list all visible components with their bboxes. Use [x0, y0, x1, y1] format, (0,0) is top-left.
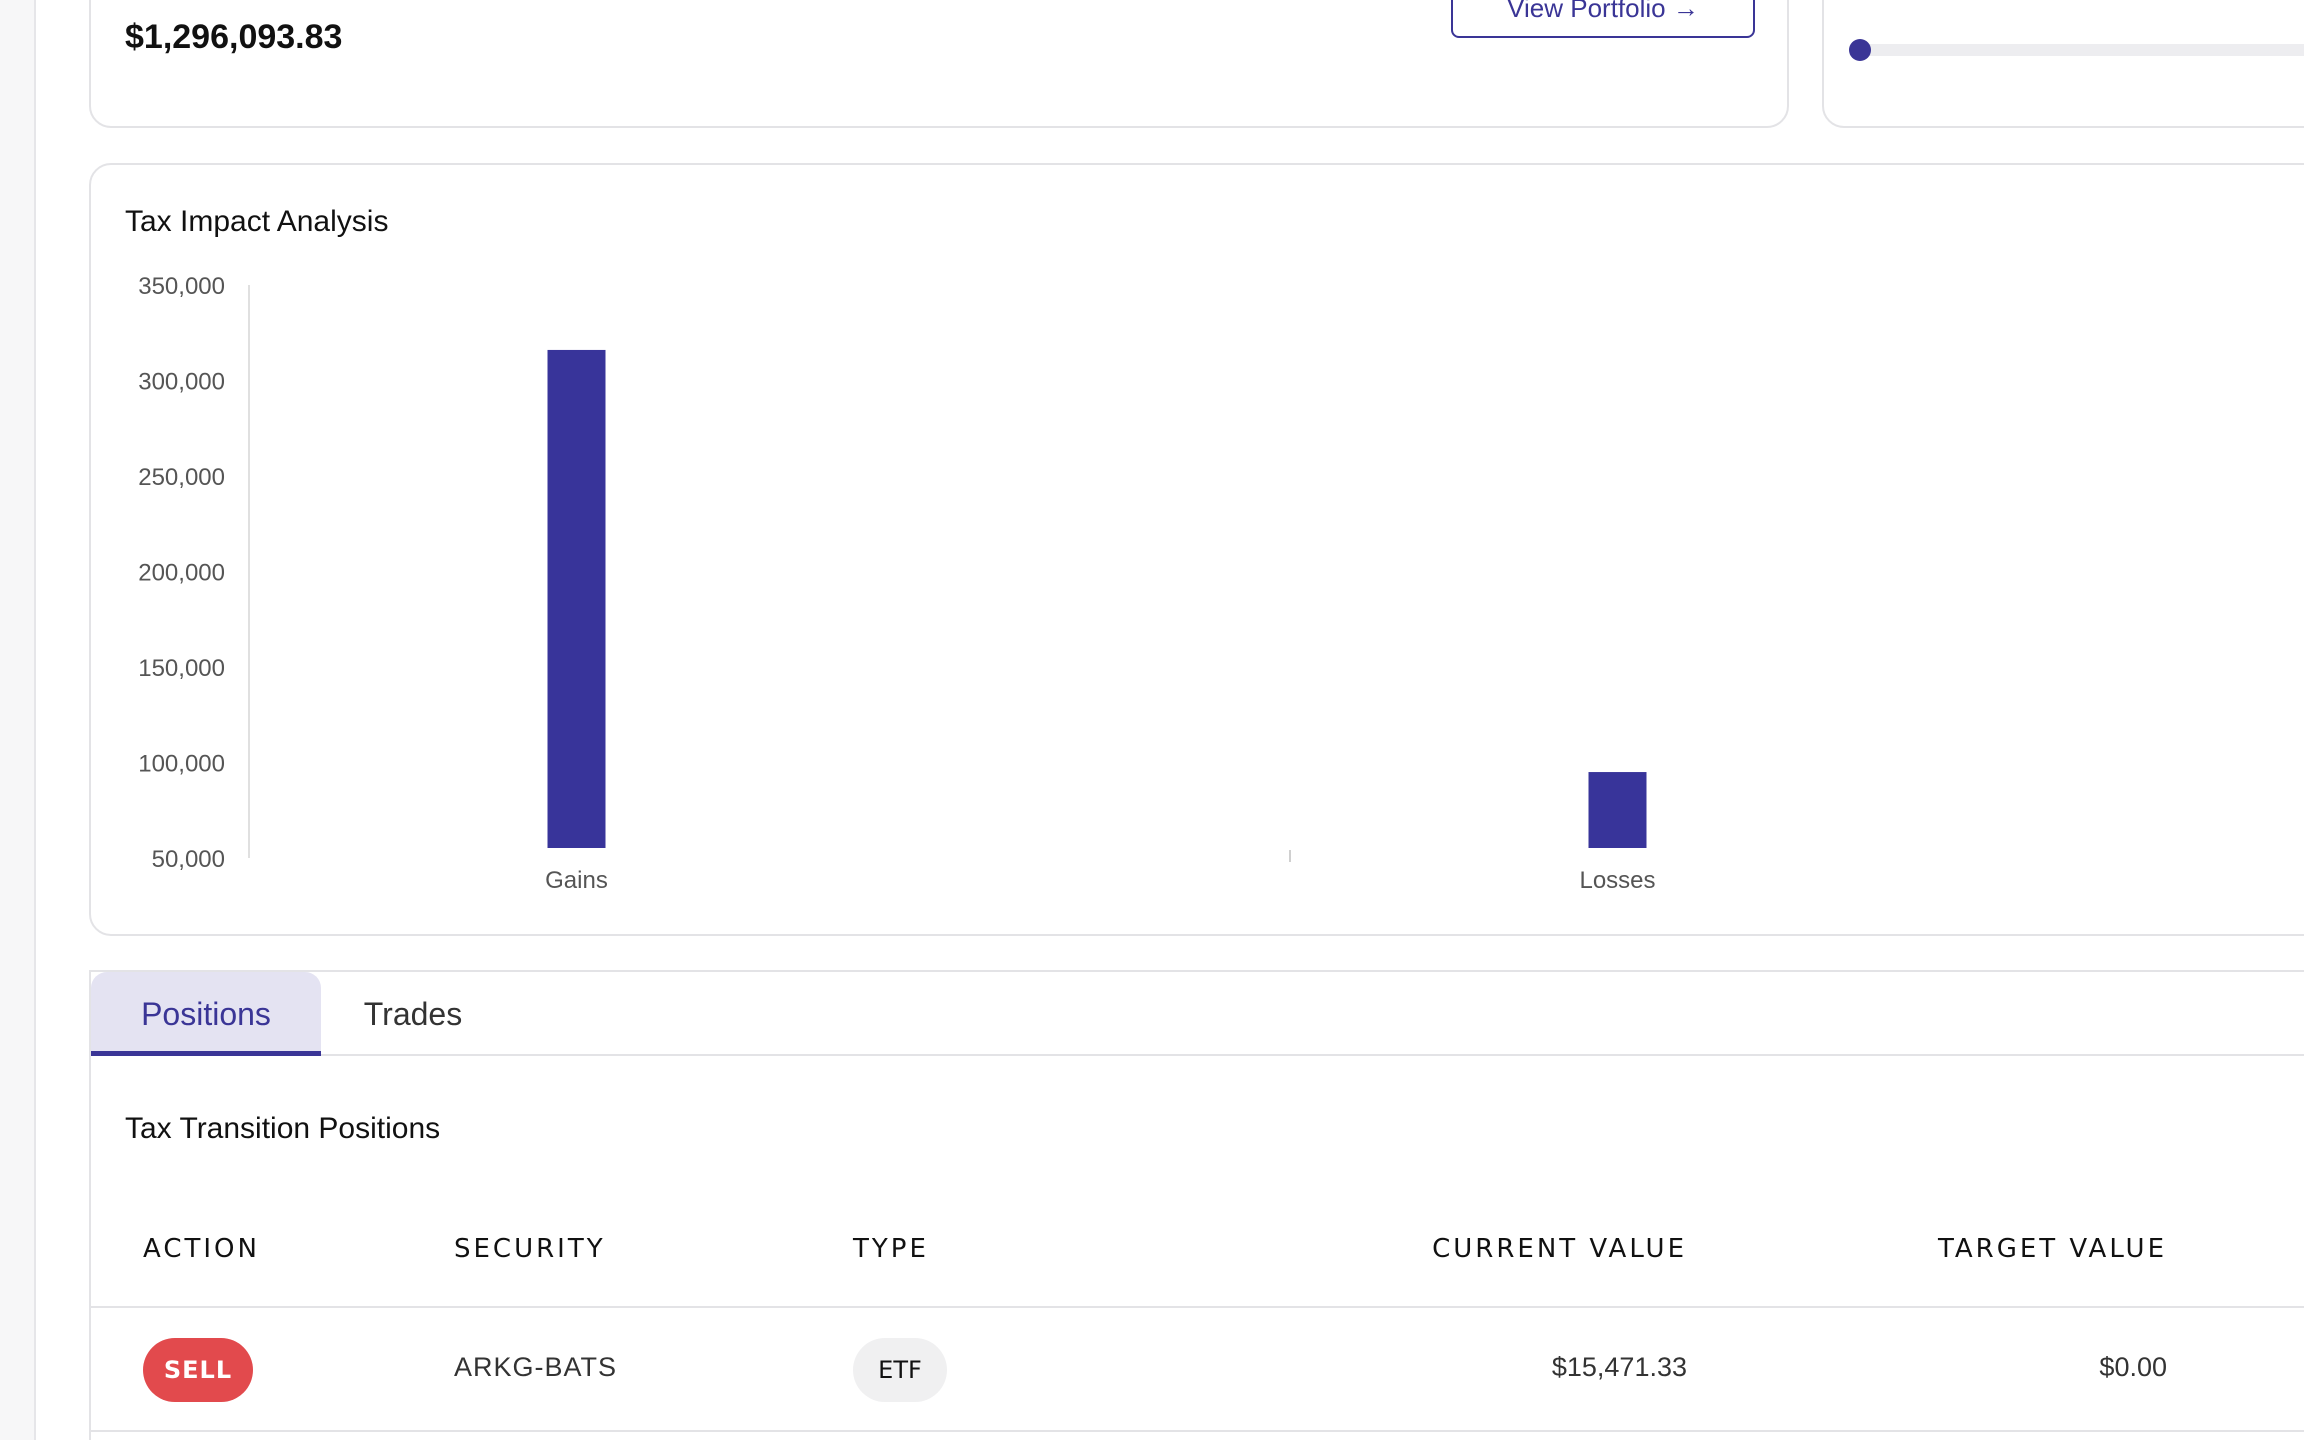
portfolio-total-value: $1,296,093.83	[125, 18, 343, 56]
slider-track[interactable]	[1850, 44, 2304, 56]
view-portfolio-button[interactable]: View Portfolio →	[1451, 0, 1755, 38]
left-sidebar	[0, 0, 36, 1440]
y-tick-label: 150,000	[138, 655, 225, 682]
column-header-type[interactable]: TYPE	[853, 1234, 929, 1264]
column-header-action[interactable]: ACTION	[143, 1234, 260, 1264]
bar-losses[interactable]	[1588, 772, 1647, 848]
y-tick-label: 100,000	[138, 751, 225, 778]
tax-impact-chart: 50,000 100,000 150,000 200,000 250,000 300,00…	[138, 273, 1655, 894]
bar-gains[interactable]	[547, 349, 606, 848]
type-badge: ETF	[853, 1338, 947, 1402]
tab-positions[interactable]: Positions	[91, 972, 321, 1056]
y-tick-label: 350,000	[138, 273, 225, 300]
current-value-cell: $15,471.33	[1551, 1352, 1687, 1382]
tab-bar: Positions Trades	[91, 972, 2304, 1056]
security-cell: ARKG-BATS	[454, 1352, 618, 1382]
y-tick-label: 50,000	[152, 846, 225, 873]
column-header-security[interactable]: SECURITY	[454, 1234, 606, 1264]
y-tick-label: 300,000	[138, 369, 225, 396]
column-header-target-value[interactable]: TARGET VALUE	[1938, 1234, 2167, 1264]
category-label-gains: Gains	[545, 867, 608, 894]
category-label-losses: Losses	[1579, 867, 1655, 894]
y-tick-label: 200,000	[138, 560, 225, 587]
tax-impact-title: Tax Impact Analysis	[125, 205, 389, 238]
tab-trades[interactable]: Trades	[363, 996, 463, 1032]
slider-card	[1822, 0, 2304, 128]
action-badge-sell[interactable]: SELL	[143, 1338, 253, 1402]
positions-panel: Positions Trades Tax Transition Position…	[89, 970, 2304, 1440]
positions-title: Tax Transition Positions	[125, 1112, 441, 1145]
table-row[interactable]: SELL ARKG-BATS ETF $15,471.33 $0.00	[91, 1308, 2304, 1432]
target-value-cell: $0.00	[2099, 1352, 2167, 1382]
tax-impact-card: Tax Impact Analysis 50,000 100,000 150,000…	[89, 163, 2304, 936]
header-divider	[91, 1306, 2304, 1308]
y-tick-label: 250,000	[138, 464, 225, 491]
slider-thumb[interactable]	[1849, 39, 1871, 61]
portfolio-summary-card: $1,296,093.83 View Portfolio →	[89, 0, 1789, 128]
column-header-current-value[interactable]: CURRENT VALUE	[1432, 1234, 1687, 1264]
